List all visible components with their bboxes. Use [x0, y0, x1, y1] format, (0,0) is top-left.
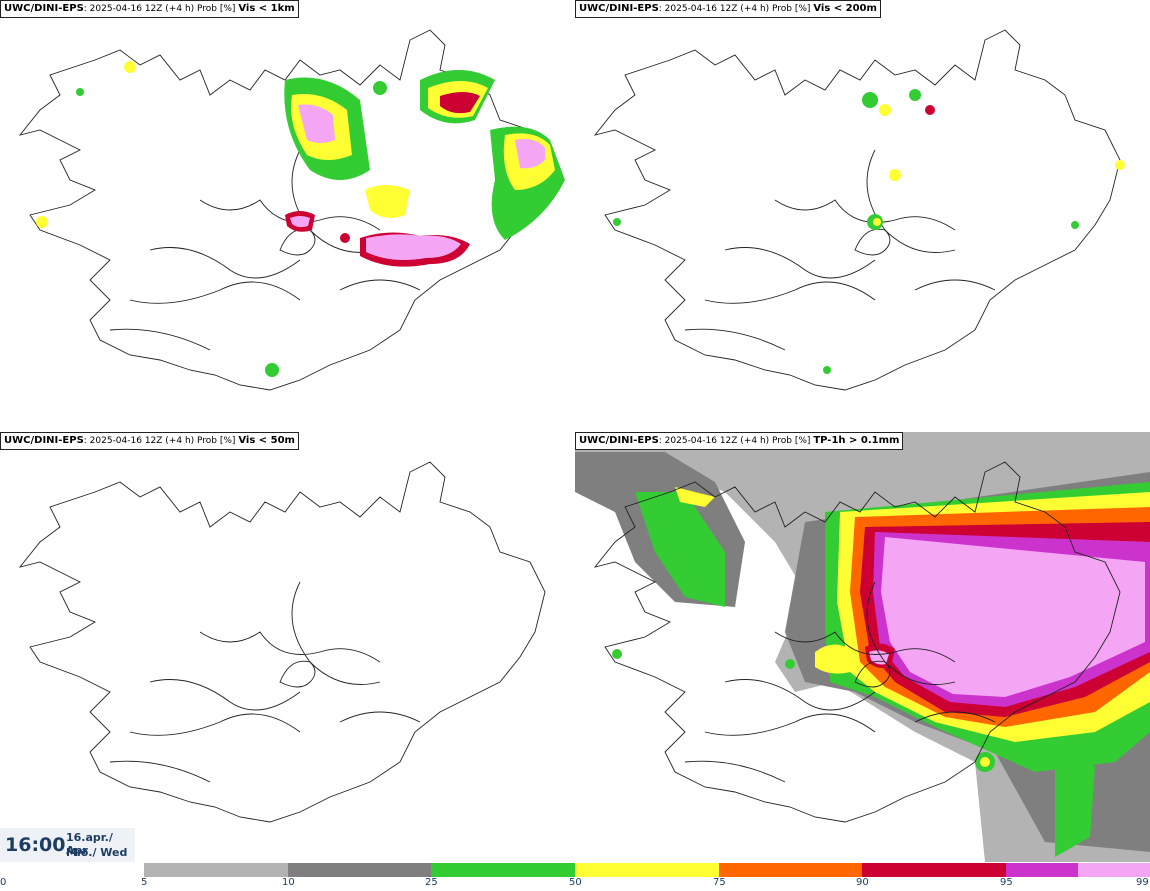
scale-tick: 0 [0, 877, 7, 888]
vis-1km-probability-overlay [36, 61, 565, 377]
color-scale: 0 5 10 25 50 75 90 95 99 [0, 862, 1150, 891]
scale-tick: 50 [569, 877, 582, 888]
scale-tick: 95 [1000, 877, 1013, 888]
scale-band [862, 863, 1006, 877]
scale-band [575, 863, 719, 877]
panel-title: UWC/DINI-EPS: 2025-04-16 12Z (+4 h) Prob… [0, 0, 299, 18]
scale-tick: 99 [1136, 877, 1149, 888]
scale-band [144, 863, 288, 877]
scale-tick: 25 [425, 877, 438, 888]
panel-title: UWC/DINI-EPS: 2025-04-16 12Z (+4 h) Prob… [0, 432, 299, 450]
map-panel-vis-50m: UWC/DINI-EPS: 2025-04-16 12Z (+4 h) Prob… [0, 432, 575, 862]
valid-weekday: Mið./ Wed [66, 846, 128, 859]
panel-title: UWC/DINI-EPS: 2025-04-16 12Z (+4 h) Prob… [575, 0, 881, 18]
scale-band [431, 863, 575, 877]
scale-band [0, 863, 144, 877]
scale-band [719, 863, 862, 877]
vis-200m-probability-overlay [613, 89, 1125, 374]
scale-band [288, 863, 431, 877]
scale-band [1078, 863, 1150, 877]
panel-title: UWC/DINI-EPS: 2025-04-16 12Z (+4 h) Prob… [575, 432, 904, 450]
scale-tick: 75 [713, 877, 726, 888]
scale-tick: 90 [856, 877, 869, 888]
valid-date: 16.apr./ Apr [66, 831, 113, 857]
map-panel-vis-200m: UWC/DINI-EPS: 2025-04-16 12Z (+4 h) Prob… [575, 0, 1150, 430]
scale-tick: 10 [282, 877, 295, 888]
precip-probability-overlay [575, 432, 1150, 862]
valid-time-box: 16:00 16.apr./ Apr Mið./ Wed [0, 828, 135, 862]
map-panel-precip: UWC/DINI-EPS: 2025-04-16 12Z (+4 h) Prob… [575, 432, 1150, 862]
valid-time: 16:00 [5, 834, 66, 856]
scale-tick: 5 [141, 877, 148, 888]
map-panel-vis-1km: UWC/DINI-EPS: 2025-04-16 12Z (+4 h) Prob… [0, 0, 575, 430]
